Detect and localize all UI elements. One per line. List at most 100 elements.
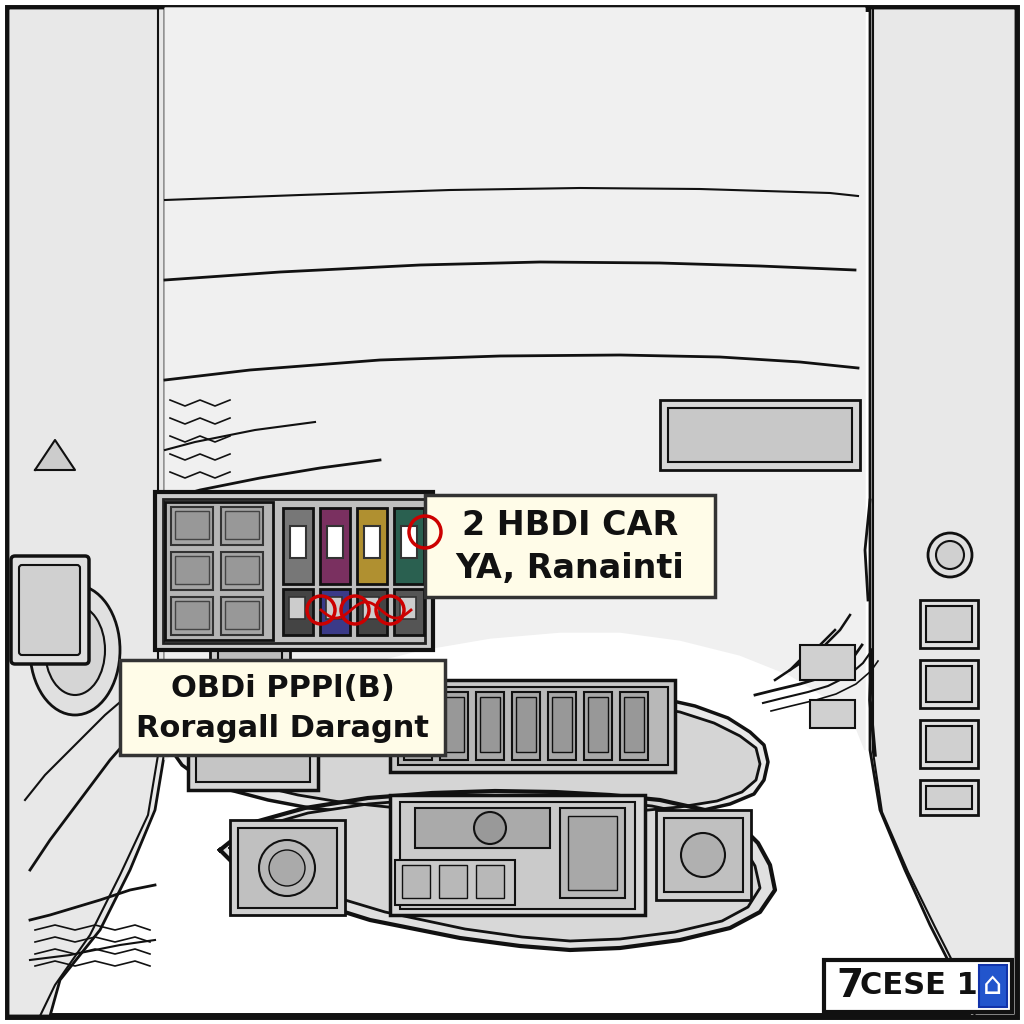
FancyBboxPatch shape: [11, 556, 89, 664]
Polygon shape: [165, 498, 278, 620]
Bar: [920, 720, 978, 768]
Bar: [175, 511, 209, 539]
Bar: [548, 692, 575, 760]
Bar: [218, 627, 282, 671]
Text: 2 HBDI CAR: 2 HBDI CAR: [462, 509, 678, 542]
Bar: [364, 526, 380, 558]
Bar: [402, 865, 430, 898]
Circle shape: [681, 833, 725, 877]
Bar: [408, 697, 428, 752]
Bar: [588, 697, 608, 752]
Bar: [230, 820, 345, 915]
Bar: [290, 526, 306, 558]
Bar: [920, 660, 978, 708]
Bar: [552, 697, 572, 752]
Bar: [225, 511, 259, 539]
Circle shape: [936, 541, 964, 569]
Bar: [319, 589, 350, 635]
Text: Roragall Daragnt: Roragall Daragnt: [136, 714, 429, 742]
Bar: [165, 502, 273, 640]
Bar: [926, 666, 972, 702]
Bar: [400, 597, 416, 618]
Text: ⌂: ⌂: [983, 972, 1002, 1000]
Bar: [404, 692, 432, 760]
Bar: [660, 400, 860, 470]
Bar: [920, 780, 978, 815]
Circle shape: [928, 534, 972, 577]
Polygon shape: [35, 440, 75, 470]
Bar: [225, 601, 259, 629]
Polygon shape: [8, 8, 165, 1016]
Bar: [221, 597, 263, 635]
Bar: [283, 508, 313, 584]
Bar: [439, 865, 467, 898]
Bar: [926, 606, 972, 642]
Bar: [357, 589, 387, 635]
Polygon shape: [230, 797, 760, 941]
Bar: [175, 556, 209, 584]
Bar: [979, 965, 1007, 1007]
Bar: [390, 680, 675, 772]
Bar: [516, 697, 536, 752]
Bar: [326, 597, 342, 618]
Bar: [394, 589, 424, 635]
FancyBboxPatch shape: [120, 660, 445, 755]
Bar: [920, 600, 978, 648]
Polygon shape: [700, 840, 728, 858]
Bar: [664, 818, 743, 892]
Bar: [568, 816, 617, 890]
Bar: [221, 507, 263, 545]
Text: OBDi PPPl(B): OBDi PPPl(B): [171, 674, 394, 703]
Circle shape: [718, 858, 742, 882]
Bar: [283, 589, 313, 635]
Bar: [476, 692, 504, 760]
Bar: [624, 697, 644, 752]
Polygon shape: [165, 8, 865, 760]
FancyBboxPatch shape: [19, 565, 80, 655]
Bar: [512, 692, 540, 760]
Polygon shape: [175, 681, 768, 821]
Polygon shape: [220, 791, 775, 950]
Bar: [171, 552, 213, 590]
Bar: [319, 508, 350, 584]
Circle shape: [285, 865, 305, 885]
Bar: [238, 828, 337, 908]
Bar: [163, 499, 425, 643]
Bar: [171, 507, 213, 545]
Polygon shape: [195, 693, 760, 814]
Bar: [395, 860, 515, 905]
Bar: [810, 700, 855, 728]
Bar: [357, 508, 387, 584]
Bar: [289, 597, 305, 618]
Bar: [584, 692, 612, 760]
Bar: [656, 810, 751, 900]
Ellipse shape: [45, 605, 105, 695]
Bar: [390, 795, 645, 915]
Bar: [476, 865, 504, 898]
Bar: [415, 808, 550, 848]
Bar: [221, 552, 263, 590]
Bar: [400, 802, 635, 909]
Bar: [926, 726, 972, 762]
Bar: [210, 620, 290, 678]
Bar: [620, 692, 648, 760]
Circle shape: [259, 840, 315, 896]
Bar: [175, 601, 209, 629]
Text: 7: 7: [836, 967, 863, 1005]
Bar: [188, 680, 318, 790]
Bar: [668, 408, 852, 462]
Bar: [926, 786, 972, 809]
Bar: [362, 597, 379, 618]
Bar: [480, 697, 500, 752]
Bar: [225, 556, 259, 584]
Bar: [800, 645, 855, 680]
Polygon shape: [202, 695, 248, 720]
Bar: [155, 492, 433, 650]
Polygon shape: [870, 8, 1016, 1016]
Bar: [824, 961, 1012, 1012]
Bar: [401, 526, 417, 558]
Bar: [440, 692, 468, 760]
Text: YA, Ranainti: YA, Ranainti: [456, 552, 684, 585]
Bar: [560, 808, 625, 898]
Bar: [327, 526, 343, 558]
